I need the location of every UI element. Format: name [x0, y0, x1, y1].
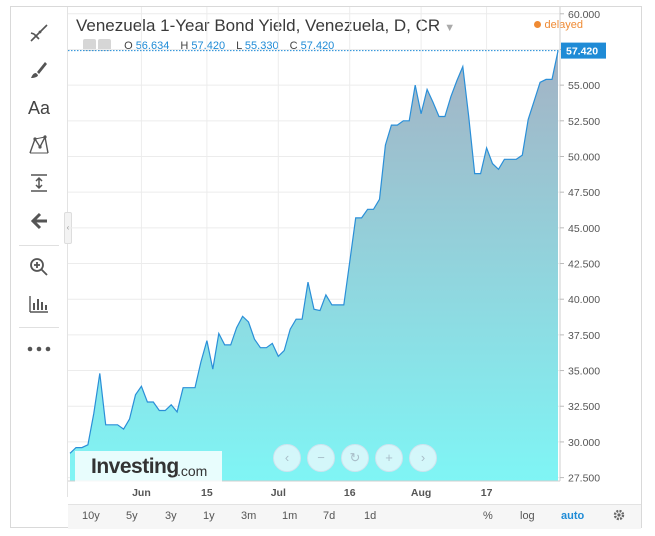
range-bar: 10y 5y 3y 1y 3m 1m 7d 1d % log auto [68, 504, 641, 529]
close-label: C [289, 40, 298, 52]
y-tick-label: 47.500 [568, 187, 600, 199]
y-tick-label: 42.500 [568, 259, 600, 271]
measure-icon[interactable] [19, 169, 59, 197]
chart-widget: Aa ‹ Venezuela 1-Year Bond Yield, Venezu… [10, 6, 642, 529]
range-5y-button[interactable]: 5y [126, 510, 138, 522]
trend-line-icon[interactable] [19, 19, 59, 47]
status-text: delayed [544, 19, 583, 31]
chart-title-text: Venezuela 1-Year Bond Yield, Venezuela, … [76, 16, 441, 35]
chart-title: Venezuela 1-Year Bond Yield, Venezuela, … [76, 16, 455, 36]
x-tick-label: Jul [271, 487, 286, 499]
range-3y-button[interactable]: 3y [165, 510, 177, 522]
investing-logo: Investing .com [75, 451, 222, 485]
open-label: O [124, 40, 133, 52]
x-tick-label: Aug [411, 487, 431, 499]
logo-main-text: Investing [91, 455, 179, 478]
status-dot-icon [534, 21, 542, 28]
y-axis: 27.500 30.000 32.500 35.000 37.500 40.000 42.5… [559, 7, 600, 485]
arrow-left-icon[interactable] [19, 207, 59, 235]
brush-icon[interactable] [19, 56, 59, 84]
x-tick-label: Jun [132, 487, 151, 499]
range-1m-button[interactable]: 1m [282, 510, 298, 522]
zoom-in-button[interactable]: + [375, 444, 403, 472]
pattern-icon[interactable] [19, 131, 59, 159]
gear-icon[interactable] [612, 508, 626, 525]
y-tick-label: 37.500 [568, 330, 600, 342]
last-value-marker: 57.420 [68, 42, 606, 59]
drawing-toolbar: Aa [11, 7, 68, 497]
y-tick-label: 50.000 [568, 151, 600, 163]
y-tick-label: 52.500 [568, 116, 600, 128]
range-1d-button[interactable]: 1d [364, 510, 377, 522]
range-3m-button[interactable]: 3m [241, 510, 257, 522]
high-label: H [180, 40, 189, 52]
scroll-right-button[interactable]: › [409, 444, 437, 472]
last-value-badge [561, 42, 606, 59]
logo-suffix-text: .com [177, 463, 208, 479]
eye-icon[interactable] [83, 39, 96, 51]
y-tick-label: 55.000 [568, 80, 600, 92]
text-icon[interactable]: Aa [27, 97, 51, 118]
y-tick-label: 35.000 [568, 366, 600, 378]
percent-scale-button[interactable]: % [483, 510, 493, 522]
y-tick-label: 45.000 [568, 223, 600, 235]
y-tick-label: 32.500 [568, 401, 600, 413]
series-area-fill [70, 50, 558, 482]
x-tick-label: 15 [201, 487, 213, 499]
x-tick-label: 17 [481, 487, 493, 499]
more-icon[interactable] [19, 335, 59, 363]
settings-icon[interactable] [98, 39, 111, 51]
toolbar-divider [19, 327, 59, 328]
low-label: L [236, 40, 242, 52]
reset-button[interactable]: ↻ [341, 444, 369, 472]
zoom-out-button[interactable]: − [307, 444, 335, 472]
series-line [69, 50, 559, 454]
y-tick-label: 40.000 [568, 294, 600, 306]
toolbar-divider [19, 245, 59, 246]
log-scale-button[interactable]: log [520, 510, 535, 522]
y-tick-label: 30.000 [568, 437, 600, 449]
y-tick-label: 60.000 [568, 9, 600, 21]
chevron-down-icon[interactable]: ▼ [444, 22, 456, 34]
price-chart[interactable]: 27.500 30.000 32.500 35.000 37.500 40.000 42.5… [11, 7, 641, 504]
auto-scale-button[interactable]: auto [561, 510, 585, 522]
x-tick-label: 16 [344, 487, 356, 499]
indicators-icon[interactable] [19, 290, 59, 318]
range-10y-button[interactable]: 10y [82, 510, 100, 522]
zoom-icon[interactable] [19, 253, 59, 281]
range-1y-button[interactable]: 1y [203, 510, 215, 522]
scroll-left-button[interactable]: ‹ [273, 444, 301, 472]
range-7d-button[interactable]: 7d [323, 510, 336, 522]
status-badge: delayed [534, 19, 583, 31]
last-value-label: 57.420 [566, 46, 598, 58]
y-tick-label: 27.500 [568, 473, 600, 485]
